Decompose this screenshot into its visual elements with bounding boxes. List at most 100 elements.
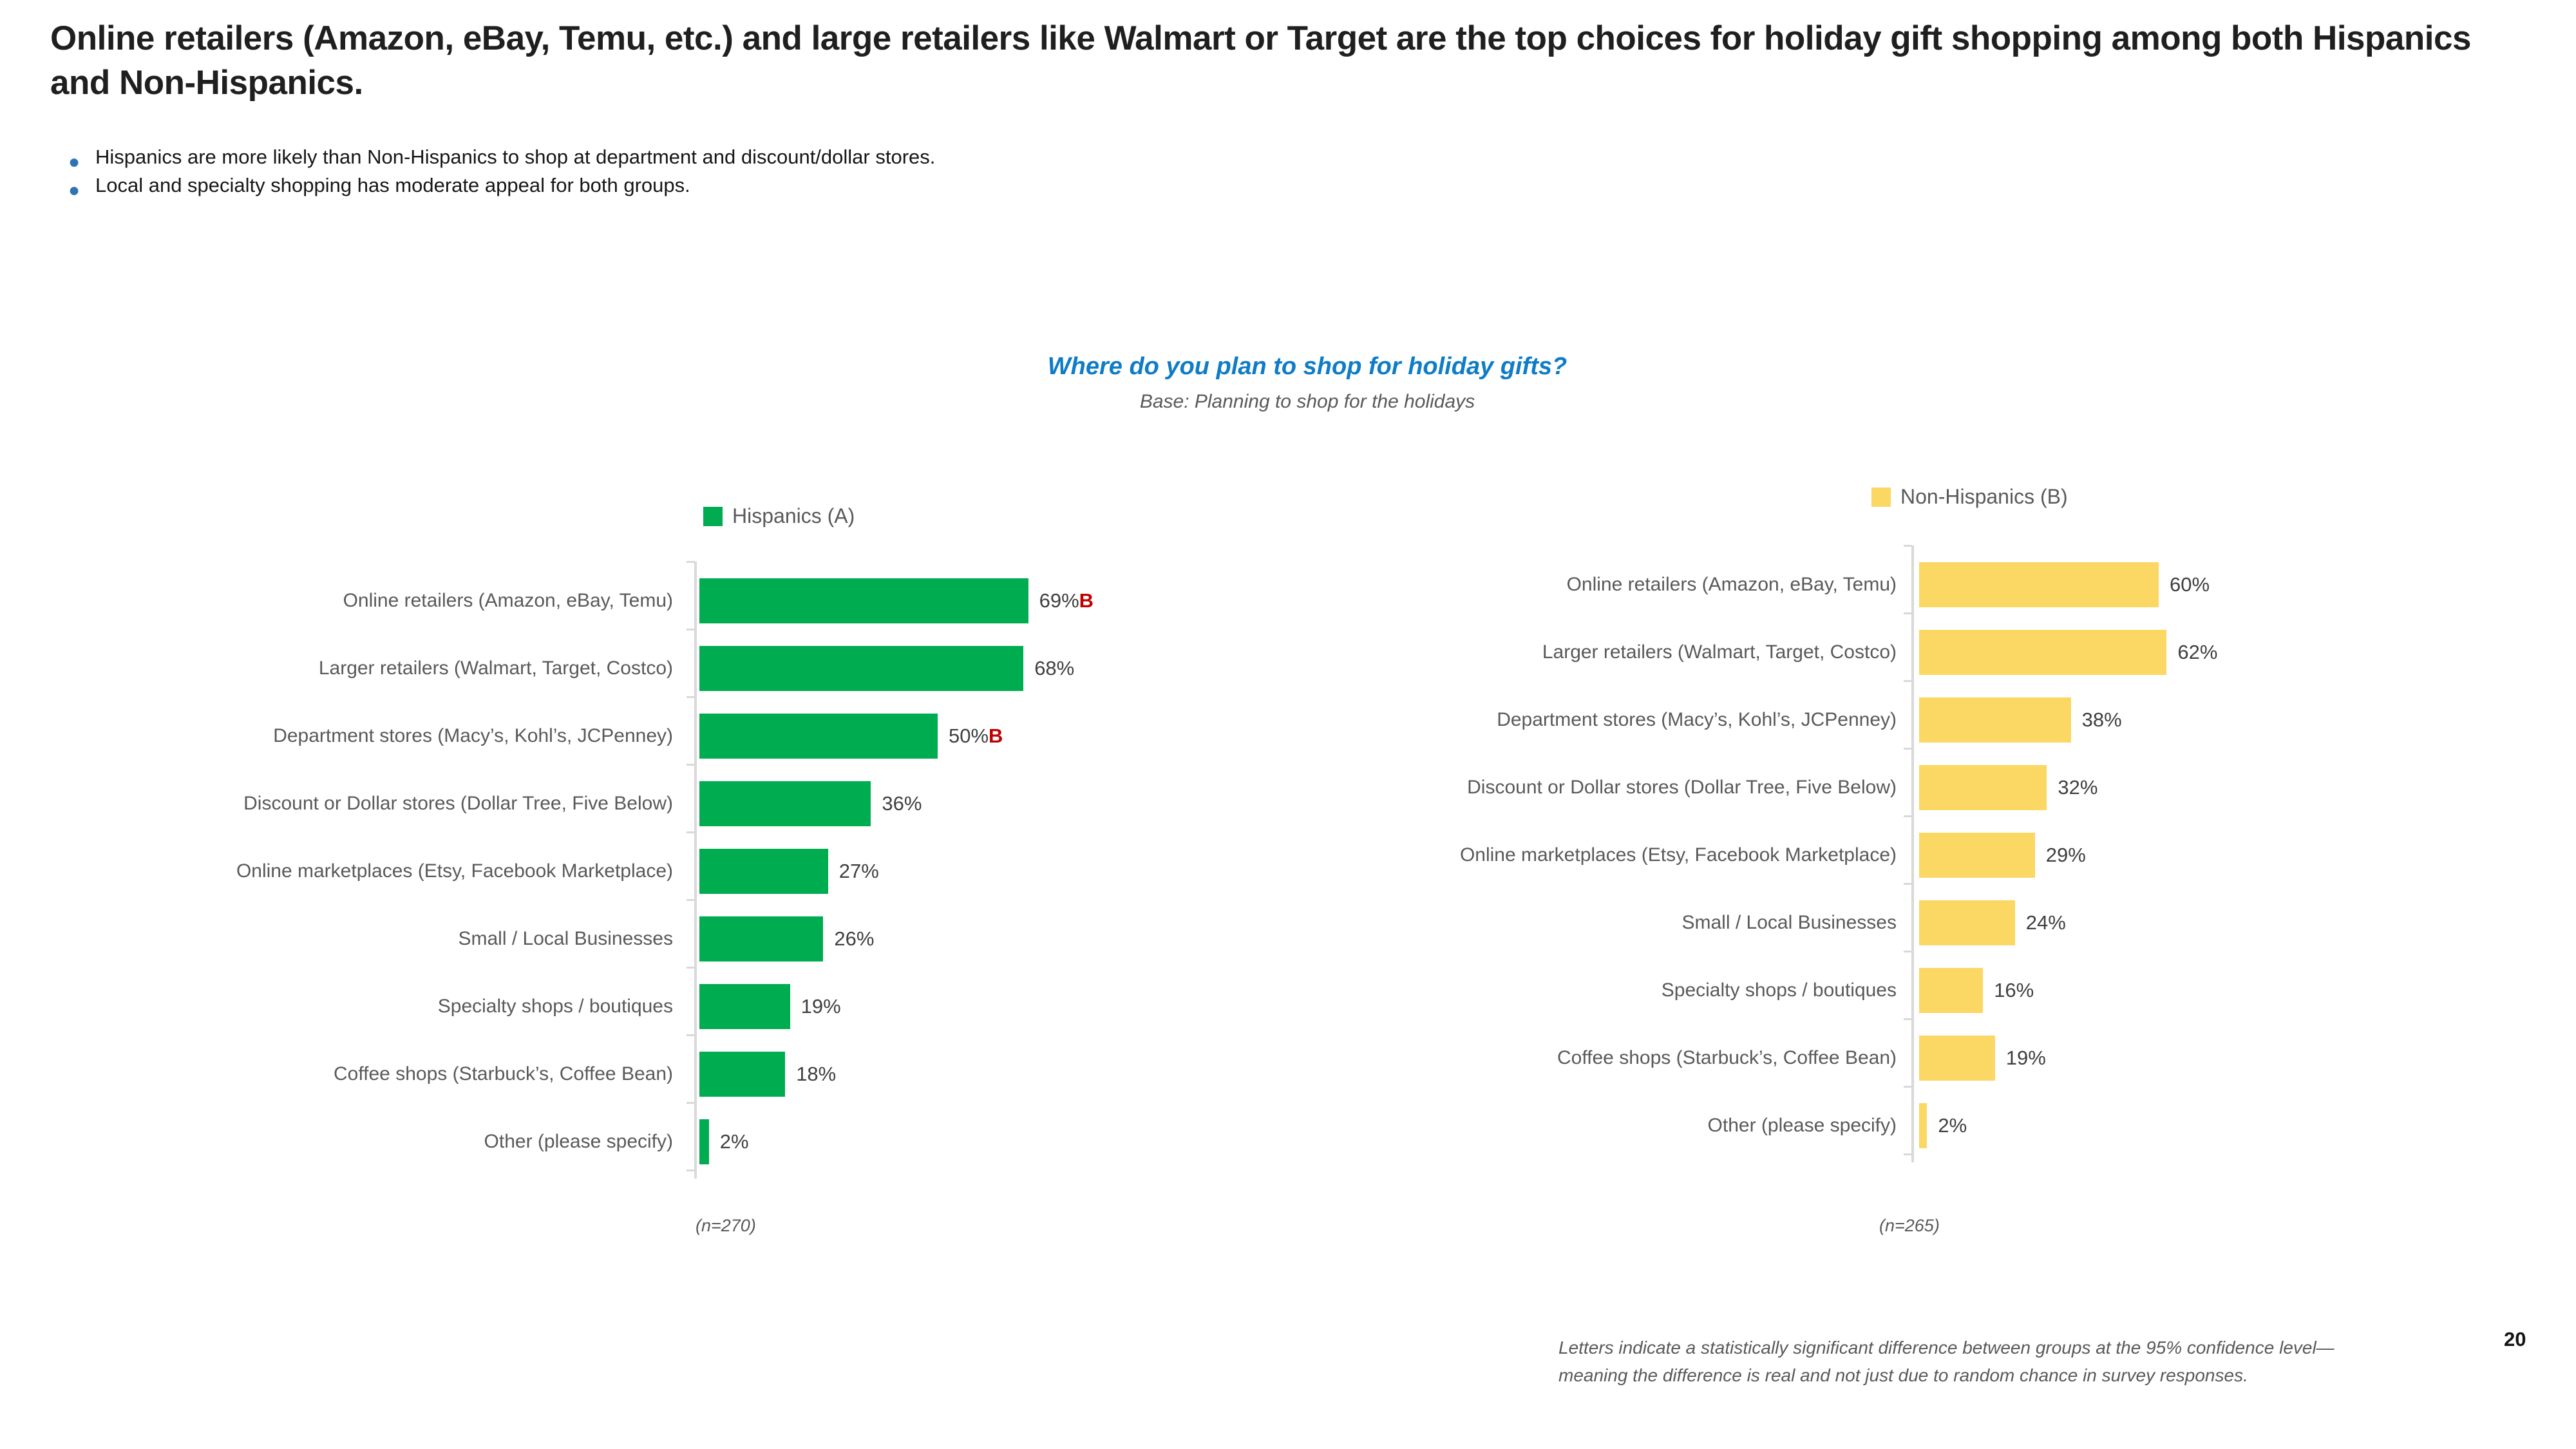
bar	[699, 983, 790, 1029]
bullet-item: ● Hispanics are more likely than Non-Hisp…	[64, 143, 2254, 173]
axis-tick	[687, 831, 695, 833]
category-label: Coffee shops (Starbuck’s, Coffee Bean)	[334, 1063, 673, 1084]
axis-tick	[1904, 815, 1912, 817]
chart-question-title: Where do you plan to shop for holiday gi…	[1047, 353, 1567, 380]
bar	[699, 848, 828, 894]
value-label: 60%	[2170, 573, 2210, 596]
legend-label: Non-Hispanics (B)	[1900, 485, 2068, 508]
bar-row: Larger retailers (Walmart, Target, Costc…	[1288, 618, 2512, 686]
category-label: Online retailers (Amazon, eBay, Temu)	[343, 589, 673, 611]
axis-tick	[1904, 612, 1912, 614]
non-hispanics-bar-chart: Online retailers (Amazon, eBay, Temu) 60%…	[1288, 545, 2512, 1162]
bullet-dot-icon: ●	[68, 151, 80, 173]
value-label: 2%	[1938, 1114, 1967, 1137]
bullet-item: ● Local and specialty shopping has modera…	[64, 171, 2254, 201]
bar-row: Small / Local Businesses 24%	[1288, 889, 2512, 956]
page-title: Online retailers (Amazon, eBay, Temu, et…	[50, 19, 2471, 102]
legend-hispanics: Hispanics (A)	[703, 504, 855, 528]
axis-tick	[1904, 883, 1912, 885]
category-label: Larger retailers (Walmart, Target, Costc…	[318, 657, 673, 679]
category-label: Online marketplaces (Etsy, Facebook Mark…	[236, 860, 673, 882]
value-label: 16%	[1994, 979, 2034, 1002]
axis-tick	[687, 967, 695, 969]
category-label: Department stores (Macy’s, Kohl’s, JCPen…	[1497, 708, 1897, 730]
value-percent: 24%	[2025, 911, 2066, 934]
bar	[699, 578, 1028, 623]
bar-row: Discount or Dollar stores (Dollar Tree, …	[52, 770, 1275, 837]
axis-tick	[687, 899, 695, 901]
bar	[1919, 1035, 1995, 1081]
sig-letter: B	[1079, 589, 1094, 612]
axis-tick	[687, 1102, 695, 1104]
bar-row: Coffee shops (Starbuck’s, Coffee Bean) 19…	[1288, 1024, 2512, 1092]
legend-swatch-yellow	[1871, 487, 1891, 507]
base-note-hispanics: (n=270)	[696, 1216, 756, 1235]
bar	[1919, 832, 2035, 878]
bar-row: Online marketplaces (Etsy, Facebook Mark…	[52, 837, 1275, 905]
category-label: Department stores (Macy’s, Kohl’s, JCPen…	[273, 724, 673, 746]
bar-row: Other (please specify) 2%	[1288, 1092, 2512, 1159]
base-note-non-hispanics: (n=265)	[1879, 1216, 1940, 1235]
bar	[1919, 562, 2159, 607]
axis-tick	[1904, 1086, 1912, 1088]
value-percent: 32%	[2058, 775, 2098, 799]
value-label: 38%	[2082, 708, 2122, 732]
value-percent: 36%	[882, 791, 922, 815]
hispanics-bar-chart: Online retailers (Amazon, eBay, Temu) 69%…	[52, 561, 1275, 1179]
category-label: Coffee shops (Starbuck’s, Coffee Bean)	[1557, 1046, 1897, 1068]
value-label: 62%	[2177, 641, 2217, 664]
bar-row: Other (please specify) 2%	[52, 1108, 1275, 1175]
axis-tick	[687, 1034, 695, 1036]
axis-tick	[1904, 748, 1912, 750]
value-percent: 19%	[800, 994, 841, 1018]
chart-header: Where do you plan to shop for holiday gi…	[824, 353, 1790, 413]
category-label: Larger retailers (Walmart, Target, Costc…	[1542, 641, 1897, 663]
axis-tick	[1904, 1018, 1912, 1020]
category-label: Small / Local Businesses	[458, 927, 674, 949]
legend-non-hispanics: Non-Hispanics (B)	[1871, 485, 2068, 509]
value-percent: 18%	[796, 1062, 837, 1085]
category-label: Online retailers (Amazon, eBay, Temu)	[1566, 573, 1897, 595]
bullet-list: ● Hispanics are more likely than Non-Hisp…	[64, 143, 2254, 201]
category-label: Online marketplaces (Etsy, Facebook Mark…	[1459, 844, 1897, 866]
category-label: Small / Local Businesses	[1681, 911, 1897, 933]
value-percent: 27%	[838, 859, 879, 882]
chart-base-subtitle: Base: Planning to shop for the holidays	[1139, 391, 1475, 412]
value-percent: 62%	[2177, 640, 2218, 663]
value-label: 19%	[801, 995, 841, 1018]
bar	[1919, 697, 2071, 743]
category-label: Other (please specify)	[484, 1130, 673, 1152]
bar-row: Coffee shops (Starbuck’s, Coffee Bean) 18…	[52, 1040, 1275, 1108]
value-percent: 19%	[2005, 1046, 2046, 1069]
value-label: 68%	[1034, 657, 1074, 680]
value-percent: 60%	[2170, 573, 2210, 596]
y-axis-line	[694, 562, 697, 1179]
axis-tick	[687, 561, 695, 563]
bar-row: Online marketplaces (Etsy, Facebook Mark…	[1288, 821, 2512, 889]
value-percent: 29%	[2045, 843, 2086, 866]
axis-tick	[1904, 951, 1912, 952]
value-label: 2%	[720, 1130, 749, 1153]
axis-tick	[687, 1170, 695, 1171]
category-label: Specialty shops / boutiques	[437, 995, 673, 1017]
bar	[1919, 900, 2015, 945]
bar	[1919, 764, 2047, 810]
sig-letter: B	[989, 724, 1003, 747]
bar-row: Department stores (Macy’s, Kohl’s, JCPen…	[52, 702, 1275, 770]
category-label: Discount or Dollar stores (Dollar Tree, …	[243, 792, 673, 814]
value-percent: 26%	[834, 927, 875, 950]
bullet-text: Hispanics are more likely than Non-Hispa…	[95, 146, 936, 168]
value-label: 69%B	[1039, 589, 1094, 612]
bar	[699, 781, 871, 826]
bar	[1919, 629, 2167, 675]
bar-row: Online retailers (Amazon, eBay, Temu) 69%…	[52, 567, 1275, 634]
bar	[699, 713, 938, 759]
axis-tick	[687, 629, 695, 630]
category-label: Specialty shops / boutiques	[1661, 979, 1897, 1001]
axis-tick	[1904, 545, 1912, 547]
value-label: 36%	[882, 792, 922, 815]
axis-tick	[687, 696, 695, 698]
value-label: 18%	[796, 1063, 836, 1086]
value-percent: 2%	[1938, 1113, 1967, 1137]
y-axis-line	[1911, 545, 1914, 1162]
